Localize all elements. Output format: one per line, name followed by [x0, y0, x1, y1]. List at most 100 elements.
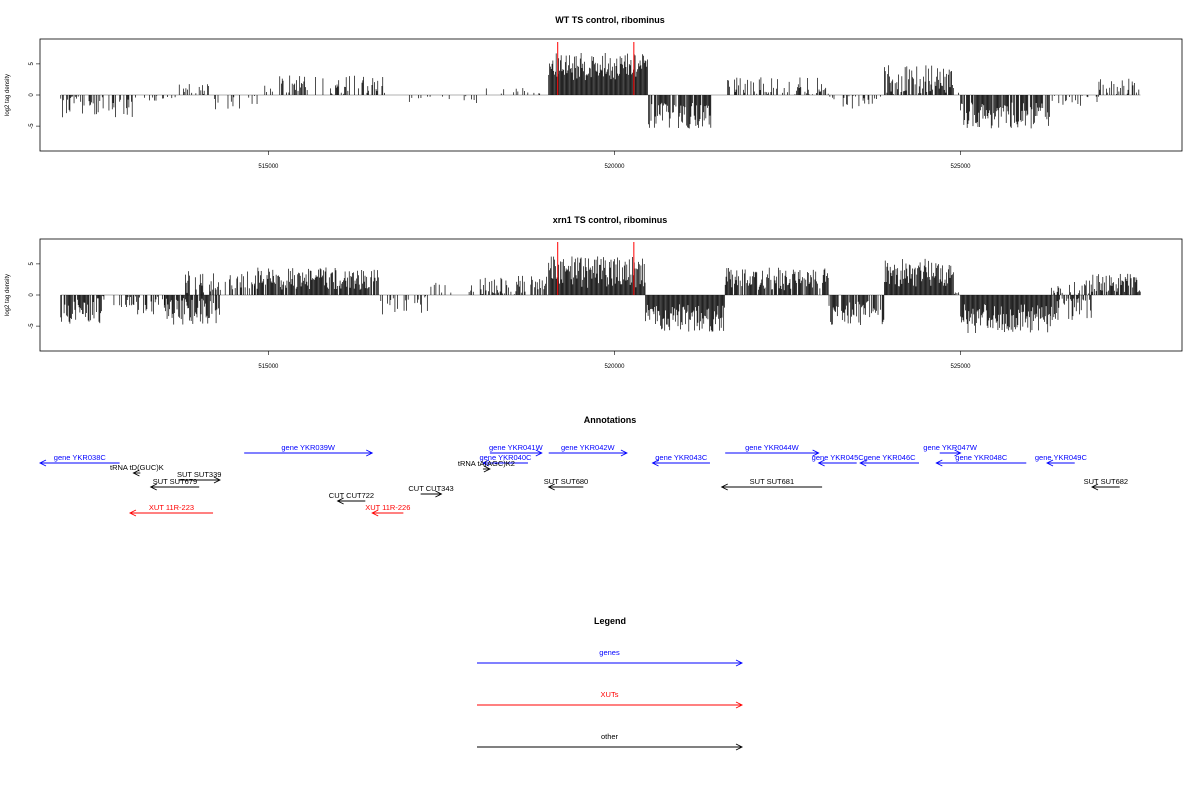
annotation-feature: SUT SUT682 [1084, 477, 1128, 491]
arrow-head [859, 459, 867, 467]
arrow-head [620, 449, 628, 457]
annotation-feature: gene YKR042W [548, 443, 628, 457]
density-bars [60, 53, 1140, 129]
legend-item: genes [477, 648, 744, 667]
annotation-label: SUT SUT680 [544, 477, 588, 486]
legend: genes XUTs other [477, 648, 744, 751]
x-tick-label: 525000 [951, 364, 972, 370]
arrow-head [1091, 483, 1099, 491]
annotation-feature: gene YKR043C [651, 453, 710, 467]
annotation-label: gene YKR049C [1035, 453, 1088, 462]
x-tick-label: 515000 [258, 364, 279, 370]
annotation-label: gene YKR038C [54, 453, 107, 462]
annotation-feature: XUT 11R-226 [365, 503, 410, 517]
annotation-label: gene YKR046C [864, 453, 917, 462]
legend-title: Legend [594, 616, 626, 626]
arrow-head [149, 483, 157, 491]
y-tick-label: 0 [29, 93, 35, 97]
arrow-head [371, 509, 379, 517]
y-axis-label: log2 tag density [5, 74, 11, 116]
annotation-label: XUT 11R-226 [365, 503, 410, 512]
annotation-label: gene YKR048C [955, 453, 1008, 462]
annotation-feature: SUT SUT679 [149, 477, 200, 491]
arrow-head [812, 449, 820, 457]
annotation-label: tRNA tA(AGC)K2 [458, 459, 515, 468]
arrow-head [128, 509, 137, 517]
annotation-label: CUT CUT343 [408, 484, 453, 493]
legend-item: XUTs [477, 690, 744, 709]
arrow-head [481, 459, 490, 467]
annotation-label: CUT CUT722 [329, 491, 374, 500]
annotation-feature: CUT CUT722 [329, 491, 374, 505]
annotation-label: gene YKR045C [812, 453, 865, 462]
arrow-head [132, 469, 140, 477]
x-tick-label: 520000 [604, 364, 625, 370]
legend-item: other [477, 732, 744, 751]
annotation-feature: gene YKR047W [923, 443, 978, 457]
arrow-head [720, 483, 728, 491]
arrow-head [336, 497, 344, 505]
annotation-feature: gene YKR038C [38, 453, 120, 467]
legend-label: XUTs [601, 690, 619, 699]
legend-label: other [601, 732, 619, 741]
y-tick-label: 5 [29, 262, 35, 266]
arrow-head [213, 476, 221, 484]
annotation-feature: SUT SUT680 [544, 477, 588, 491]
arrow-head [935, 459, 943, 467]
arrow-head [735, 701, 744, 709]
annotation-label: gene YKR047W [923, 443, 978, 452]
annotation-label: gene YKR042W [561, 443, 616, 452]
panel-1-title: WT TS control, ribominus [555, 15, 665, 25]
annotation-label: gene YKR041W [489, 443, 544, 452]
density-bars [60, 256, 1141, 334]
annotation-feature: tRNA tA(AGC)K2 [458, 459, 515, 473]
arrow-head [535, 449, 543, 457]
annotation-feature: XUT 11R-223 [128, 503, 214, 517]
arrow-head [817, 459, 825, 467]
annotations-title: Annotations [584, 415, 637, 425]
annotation-feature: gene YKR046C [859, 453, 919, 467]
arrow-head [1046, 459, 1054, 467]
annotation-feature: gene YKR049C [1035, 453, 1088, 467]
y-tick-label: -5 [29, 123, 35, 129]
annotation-feature: gene YKR048C [935, 453, 1027, 467]
annotation-label: gene YKR044W [745, 443, 800, 452]
annotation-label: SUT SUT681 [750, 477, 794, 486]
y-tick-label: 0 [29, 293, 35, 297]
arrow-head [435, 490, 443, 498]
annotation-feature: gene YKR044W [725, 443, 820, 457]
annotation-label: SUT SUT339 [177, 470, 221, 479]
arrow-head [483, 465, 491, 473]
x-tick-label: 520000 [604, 164, 625, 170]
arrow-head [547, 483, 555, 491]
annotation-label: SUT SUT679 [153, 477, 197, 486]
arrow-head [735, 743, 744, 751]
track-wt: 515000 520000 525000 -5 0 5 log2 tag density [5, 38, 1183, 170]
legend-label: genes [599, 648, 620, 657]
arrow-head [366, 449, 374, 457]
annotation-label: XUT 11R-223 [149, 503, 194, 512]
annotation-feature: CUT CUT343 [408, 484, 454, 498]
track-xrn1: 515000 520000 525000 -5 0 5 log2 tag density [5, 238, 1183, 370]
x-tick-label: 525000 [951, 164, 972, 170]
annotation-label: gene YKR043C [655, 453, 708, 462]
arrow-head [38, 459, 47, 467]
annotation-feature: gene YKR041W [489, 443, 544, 457]
arrow-head [735, 659, 744, 667]
annotation-feature: gene YKR045C [812, 453, 865, 467]
annotation-label: SUT SUT682 [1084, 477, 1128, 486]
arrow-head [651, 459, 659, 467]
panel-2-title: xrn1 TS control, ribominus [553, 215, 668, 225]
arrow-head [954, 449, 962, 457]
annotation-feature: SUT SUT681 [720, 477, 823, 491]
y-axis-label: log2 tag density [5, 274, 11, 316]
annotation-label: gene YKR040C [479, 453, 532, 462]
annotation-feature: gene YKR040C [479, 453, 532, 467]
annotation-feature: SUT SUT339 [177, 470, 221, 484]
x-tick-label: 515000 [258, 164, 279, 170]
annotation-feature: gene YKR039W [244, 443, 374, 457]
annotation-label: gene YKR039W [281, 443, 336, 452]
y-tick-label: -5 [29, 323, 35, 329]
